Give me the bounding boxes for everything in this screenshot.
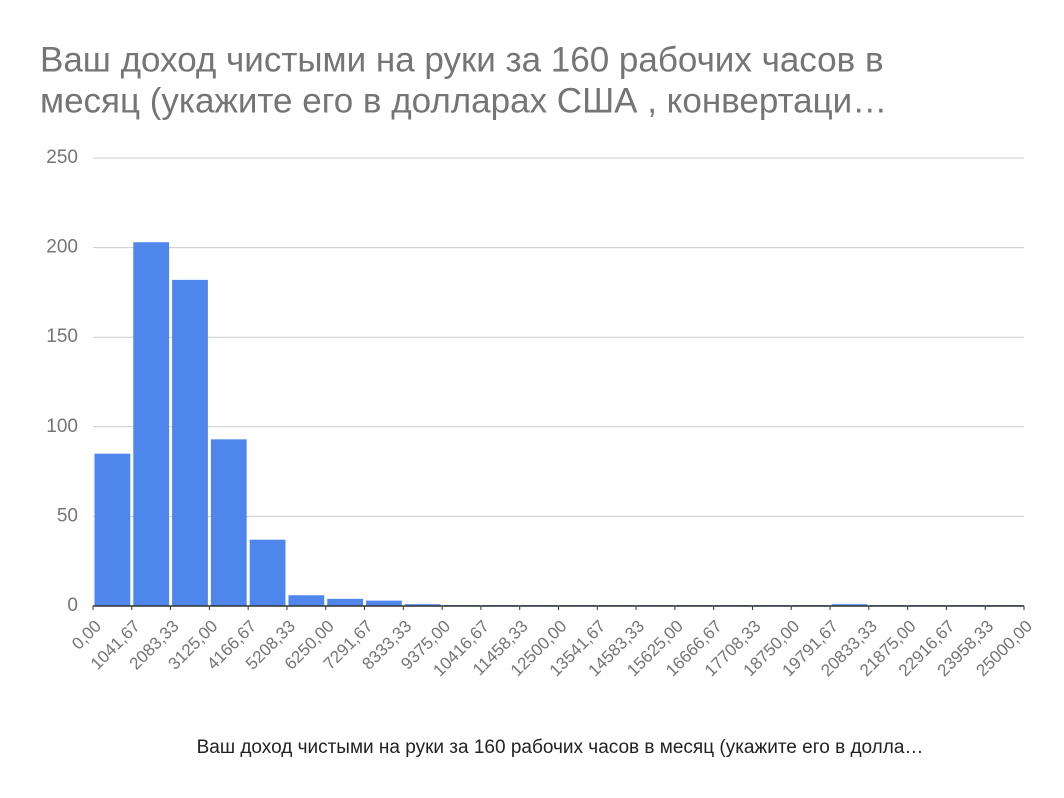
chart-title: Ваш доход чистыми на руки за 160 рабочих…	[40, 40, 884, 79]
y-tick-label: 100	[46, 416, 78, 437]
y-tick-label: 250	[46, 147, 78, 168]
bar	[133, 242, 170, 606]
y-tick-label: 0	[67, 595, 78, 616]
bar	[210, 439, 247, 606]
bar	[831, 604, 868, 606]
bar	[288, 595, 325, 606]
bar	[94, 453, 131, 606]
chart-title: месяц (укажите его в долларах США , конв…	[40, 81, 887, 120]
bar	[249, 539, 286, 606]
y-tick-label: 150	[46, 326, 78, 347]
y-tick-label: 50	[57, 505, 78, 526]
x-axis-title: Ваш доход чистыми на руки за 160 рабочих…	[197, 737, 924, 758]
bar	[404, 604, 441, 606]
bar	[327, 598, 364, 606]
bar	[172, 279, 208, 606]
y-tick-label: 200	[46, 237, 78, 258]
bar	[366, 600, 402, 606]
